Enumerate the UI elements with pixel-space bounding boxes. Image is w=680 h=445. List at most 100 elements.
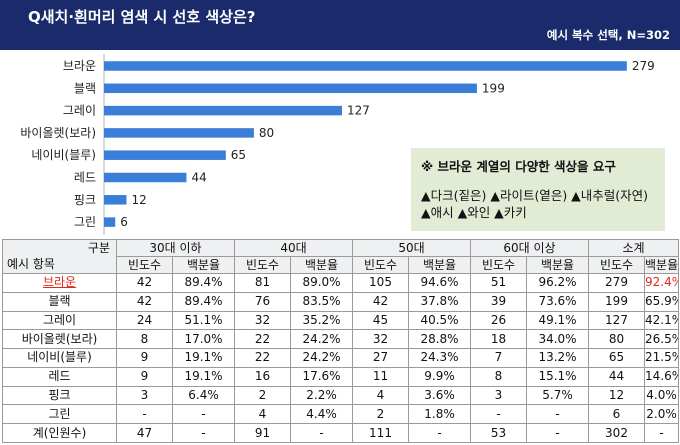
table-cell: 7: [470, 348, 527, 368]
table-cell: 6: [588, 404, 645, 425]
table-cell: 42: [116, 291, 173, 312]
corner-top-label: 구분: [87, 241, 110, 255]
category-label: 블랙: [74, 81, 96, 95]
table-cell: 8: [116, 329, 173, 350]
row-label: 핑크: [2, 385, 117, 406]
value-label: 6: [120, 215, 128, 229]
group-header: 50대: [352, 239, 471, 257]
table-row: 핑크 3 6.4% 2 2.2% 4 3.6% 3 5.7% 12 4.0%: [2, 385, 679, 406]
subheader: 백분율: [172, 256, 235, 274]
category-label: 핑크: [74, 193, 96, 207]
bar-7: [104, 217, 116, 227]
table-cell: -: [526, 423, 589, 443]
note-line: ▲애시 ▲와인 ▲카키: [421, 205, 527, 220]
bar-6: [104, 195, 127, 205]
table-cell: 2: [352, 404, 409, 425]
table-cell: 96.2%: [526, 273, 589, 293]
table-cell: 91: [234, 423, 291, 443]
table-cell: -: [408, 423, 471, 443]
table-cell: 1.8%: [408, 404, 471, 425]
group-header: 소계: [588, 239, 679, 257]
table-cell: 2.2%: [290, 385, 353, 406]
subheader: 빈도수: [470, 256, 527, 274]
table-cell: 3: [470, 385, 527, 406]
table-cell: 32: [352, 329, 409, 350]
table-cell: 8: [470, 366, 527, 387]
table-cell: 51.1%: [172, 310, 235, 331]
table-cell: 11: [352, 366, 409, 387]
table-cell: 24: [116, 310, 173, 331]
note-line: ▲다크(짙은) ▲라이트(옅은) ▲내추럴(자연): [421, 188, 649, 203]
table-cell: 15.1%: [526, 366, 589, 387]
row-label: 레드: [2, 366, 117, 387]
table-cell: 76: [234, 291, 291, 312]
category-label: 네이비(블루): [31, 148, 96, 162]
category-label: 그린: [74, 215, 96, 229]
row-label: 브라운: [2, 273, 117, 293]
subheader: 빈도수: [352, 256, 409, 274]
table-cell: 89.4%: [172, 273, 235, 293]
corner-bottom-label: 예시 항목: [7, 257, 55, 271]
bar-1: [104, 83, 477, 94]
table-cell: 17.6%: [290, 366, 353, 387]
table-cell: 105: [352, 273, 409, 293]
table-cell: 47: [116, 423, 173, 443]
table-cell: 40.5%: [408, 310, 471, 331]
note-title: ※ 브라운 계열의 다양한 색상을 요구: [421, 159, 616, 174]
table-cell: 4: [352, 385, 409, 406]
table-cell: 2: [234, 385, 291, 406]
value-label: 279: [632, 59, 655, 73]
table-cell: -: [526, 404, 589, 425]
table-cell: 16: [234, 366, 291, 387]
data-table: 구분 예시 항목 30대 이하 40대 50대 60대 이상 소계 빈도수 백분…: [2, 239, 679, 443]
subheader: 백분율: [290, 256, 353, 274]
value-label: 80: [259, 126, 274, 140]
table-cell: 22: [234, 329, 291, 350]
table-cell: 35.2%: [290, 310, 353, 331]
group-header: 60대 이상: [470, 239, 589, 257]
table-cell: 9.9%: [408, 366, 471, 387]
group-header: 30대 이하: [116, 239, 235, 257]
table-cell: 92.4%: [644, 273, 679, 293]
bar-4: [104, 150, 226, 160]
table-cell: 24.2%: [290, 329, 353, 350]
table-cell: 12: [588, 385, 645, 406]
table-cell: -: [116, 404, 173, 425]
row-label: 그레이: [2, 310, 117, 331]
table-cell: 5.7%: [526, 385, 589, 406]
header-banner: Q새치·흰머리 염색 시 선호 색상은? 예시 복수 선택, N=302: [0, 0, 680, 50]
category-label: 바이올렛(보라): [20, 126, 96, 140]
table-cell: -: [172, 423, 235, 443]
table-cell: 81: [234, 273, 291, 293]
table-cell: 45: [352, 310, 409, 331]
table-cell: 53: [470, 423, 527, 443]
table-corner-header: 구분 예시 항목: [2, 239, 117, 274]
table-cell: 9: [116, 348, 173, 368]
subheader: 백분율: [526, 256, 589, 274]
table-cell: -: [644, 423, 679, 443]
table-cell: 51: [470, 273, 527, 293]
value-label: 12: [131, 193, 146, 207]
table-cell: 279: [588, 273, 645, 293]
category-label: 그레이: [63, 104, 96, 118]
table-cell: -: [172, 404, 235, 425]
row-label: 블랙: [2, 291, 117, 312]
group-header: 40대: [234, 239, 353, 257]
table-cell: 73.6%: [526, 291, 589, 312]
bar-5: [104, 172, 187, 183]
table-cell: 65: [588, 348, 645, 368]
table-row: 바이올렛(보라) 8 17.0% 22 24.2% 32 28.8% 18 34.0% 80 26.…: [2, 329, 679, 350]
row-label: 계(인원수): [2, 423, 117, 443]
value-label: 127: [347, 104, 370, 118]
table-cell: 83.5%: [290, 291, 353, 312]
table-cell: 89.0%: [290, 273, 353, 293]
table-cell: 13.2%: [526, 348, 589, 368]
category-label: 레드: [74, 171, 96, 185]
page-title: Q새치·흰머리 염색 시 선호 색상은?: [28, 8, 256, 26]
table-cell: 89.4%: [172, 291, 235, 312]
table-cell: 94.6%: [408, 273, 471, 293]
table-cell: 26: [470, 310, 527, 331]
